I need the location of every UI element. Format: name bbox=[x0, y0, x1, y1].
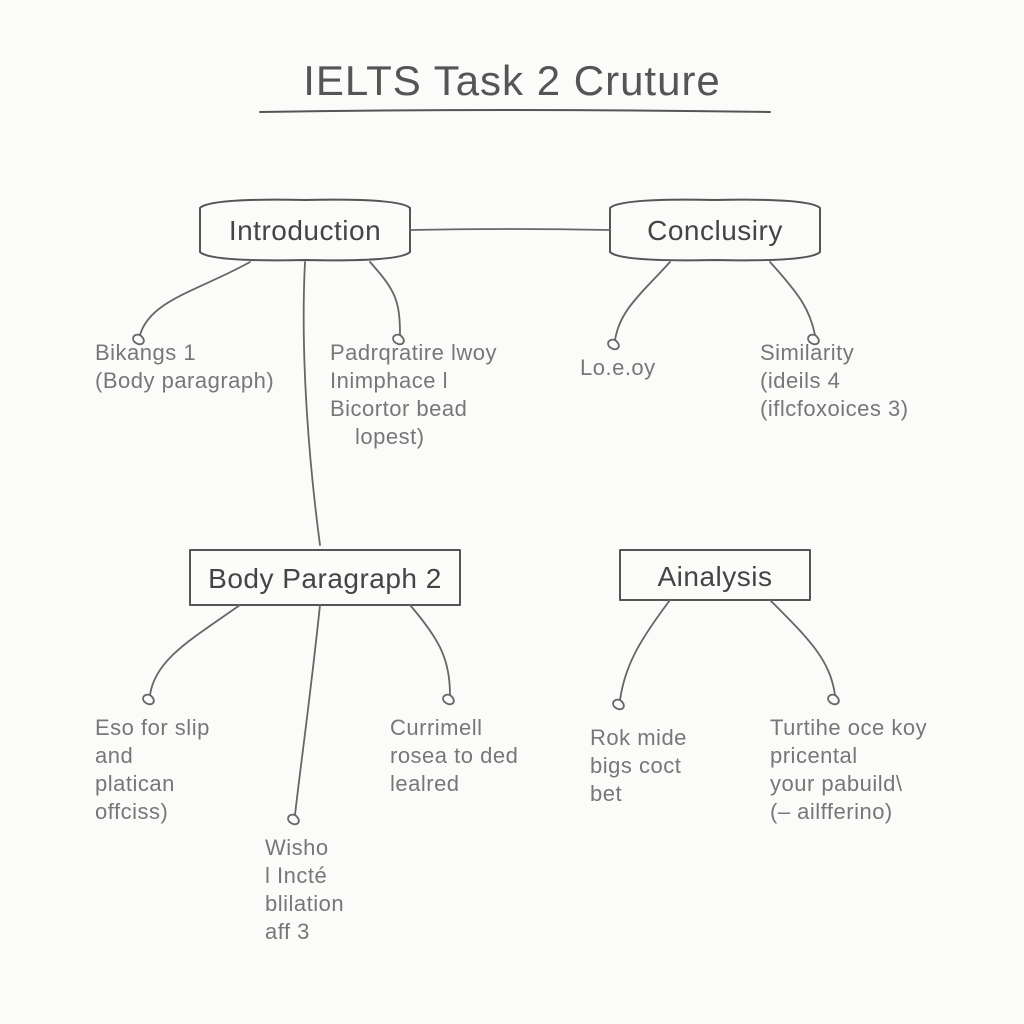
diagram-canvas: IELTS Task 2 Cruture Introduction Conclu… bbox=[0, 0, 1024, 1024]
node-body2: Body Paragraph 2 bbox=[190, 550, 460, 605]
leaf-body2-right: Currimell rosea to ded lealred bbox=[390, 715, 518, 796]
svg-text:Bikangs 1: Bikangs 1 bbox=[95, 340, 196, 365]
svg-text:bet: bet bbox=[590, 781, 622, 806]
svg-text:and: and bbox=[95, 743, 133, 768]
svg-text:lealred: lealred bbox=[390, 771, 460, 796]
svg-text:l Incté: l Incté bbox=[265, 863, 327, 888]
node-analysis-label: Ainalysis bbox=[658, 561, 773, 592]
svg-text:Lo.e.oy: Lo.e.oy bbox=[580, 355, 656, 380]
node-conclusion-label: Conclusiry bbox=[647, 215, 783, 246]
leaf-body2-left: Eso for slip and platican offciss) bbox=[95, 715, 210, 824]
svg-text:your pabuild\: your pabuild\ bbox=[770, 771, 903, 796]
leaf-intro-left: Bikangs 1 (Body paragraph) bbox=[95, 340, 274, 393]
svg-text:Inimphace l: Inimphace l bbox=[330, 368, 448, 393]
node-conclusion: Conclusiry bbox=[610, 200, 820, 261]
svg-text:aff 3: aff 3 bbox=[265, 919, 310, 944]
leaf-concl-left: Lo.e.oy bbox=[580, 355, 656, 380]
svg-text:(– ailfferino): (– ailfferino) bbox=[770, 799, 893, 824]
title-underline bbox=[260, 110, 770, 112]
leaf-anal-left: Rok mide bigs coct bet bbox=[590, 725, 687, 806]
analysis-branches bbox=[613, 600, 839, 709]
node-introduction-label: Introduction bbox=[229, 215, 381, 246]
node-introduction: Introduction bbox=[200, 200, 410, 261]
svg-text:Eso for slip: Eso for slip bbox=[95, 715, 210, 740]
svg-text:Similarity: Similarity bbox=[760, 340, 854, 365]
svg-text:Currimell: Currimell bbox=[390, 715, 483, 740]
svg-text:Rok mide: Rok mide bbox=[590, 725, 687, 750]
svg-text:(Body paragraph): (Body paragraph) bbox=[95, 368, 274, 393]
svg-text:platican: platican bbox=[95, 771, 175, 796]
edge-intro-concl bbox=[410, 229, 610, 230]
svg-text:lopest): lopest) bbox=[355, 424, 425, 449]
svg-text:Wisho: Wisho bbox=[265, 835, 329, 860]
edge-intro-body2 bbox=[304, 262, 320, 545]
svg-text:pricental: pricental bbox=[770, 743, 858, 768]
svg-text:blilation: blilation bbox=[265, 891, 344, 916]
leaf-concl-right: Similarity (ideils 4 (iflcfoxoices 3) bbox=[760, 340, 909, 421]
leaf-body2-mid: Wisho l Incté blilation aff 3 bbox=[265, 835, 344, 944]
svg-text:bigs coct: bigs coct bbox=[590, 753, 681, 778]
svg-text:Bicortor bead: Bicortor bead bbox=[330, 396, 467, 421]
node-analysis: Ainalysis bbox=[620, 550, 810, 600]
svg-text:Turtihe oce koy: Turtihe oce koy bbox=[770, 715, 927, 740]
svg-text:rosea to ded: rosea to ded bbox=[390, 743, 518, 768]
svg-text:offciss): offciss) bbox=[95, 799, 168, 824]
svg-text:Padrqratire lwoy: Padrqratire lwoy bbox=[330, 340, 497, 365]
concl-branches bbox=[608, 262, 819, 349]
svg-text:(iflcfoxoices 3): (iflcfoxoices 3) bbox=[760, 396, 909, 421]
leaf-anal-right: Turtihe oce koy pricental your pabuild\ … bbox=[770, 715, 927, 824]
node-body2-label: Body Paragraph 2 bbox=[208, 563, 442, 594]
svg-text:(ideils 4: (ideils 4 bbox=[760, 368, 840, 393]
leaf-intro-right: Padrqratire lwoy Inimphace l Bicortor be… bbox=[330, 340, 497, 449]
diagram-title: IELTS Task 2 Cruture bbox=[303, 57, 721, 104]
